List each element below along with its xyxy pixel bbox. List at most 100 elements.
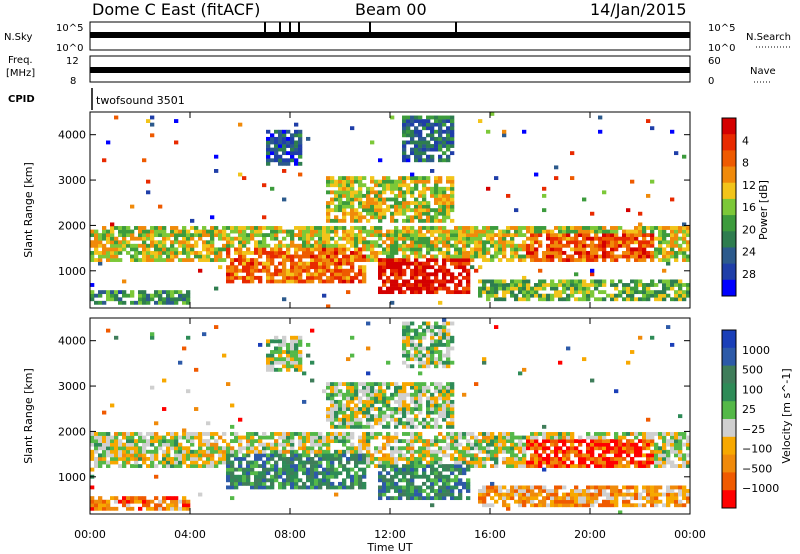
heat-cell xyxy=(426,442,431,447)
heat-cell xyxy=(286,350,291,354)
heat-cell xyxy=(114,335,119,340)
heat-cell xyxy=(274,449,279,454)
heat-cell xyxy=(338,421,343,426)
heat-cell xyxy=(274,279,279,284)
heat-cell xyxy=(330,385,335,390)
heat-cell xyxy=(110,449,115,454)
heat-cell xyxy=(146,247,151,252)
heat-cell xyxy=(674,229,679,234)
heat-cell xyxy=(314,229,319,234)
heat-cell xyxy=(166,250,171,255)
heat-cell xyxy=(538,297,543,302)
heat-cell xyxy=(314,254,319,259)
heat-cell xyxy=(550,435,555,440)
heat-cell xyxy=(546,293,551,298)
heat-cell xyxy=(510,439,515,444)
heat-cell xyxy=(346,186,351,191)
heat-cell xyxy=(518,229,523,234)
heat-cell xyxy=(130,506,135,511)
heat-cell xyxy=(530,236,535,241)
heat-cell xyxy=(666,240,671,245)
heat-cell xyxy=(154,503,159,508)
heat-cell xyxy=(354,464,359,468)
heat-cell xyxy=(566,279,571,284)
heat-cell xyxy=(122,442,127,447)
heat-cell xyxy=(594,233,599,238)
heat-cell xyxy=(462,275,467,280)
heat-cell xyxy=(554,165,559,170)
heat-cell xyxy=(602,442,607,447)
heat-cell xyxy=(570,293,575,298)
heat-cell xyxy=(414,286,419,291)
heat-cell xyxy=(466,250,471,255)
heat-cell xyxy=(438,197,443,202)
heat-cell xyxy=(558,229,563,234)
heat-cell xyxy=(290,453,295,458)
heat-cell xyxy=(226,442,231,447)
heat-cell xyxy=(502,250,507,255)
heat-cell xyxy=(450,467,455,472)
heat-cell xyxy=(110,460,115,465)
heat-cell xyxy=(186,258,191,262)
heat-cell xyxy=(390,190,395,195)
heat-cell xyxy=(626,254,631,259)
heat-cell xyxy=(378,449,383,454)
heat-cell xyxy=(618,254,623,259)
heat-cell xyxy=(382,283,387,287)
heat-cell xyxy=(158,258,163,262)
heat-cell xyxy=(658,499,663,504)
heat-cell xyxy=(382,474,387,479)
heat-cell xyxy=(654,432,659,436)
heat-cell xyxy=(646,119,651,123)
heat-cell xyxy=(242,236,247,241)
heat-cell xyxy=(210,240,215,245)
heat-cell xyxy=(542,208,547,213)
heat-cell xyxy=(366,254,371,259)
heat-cell xyxy=(162,229,167,234)
heat-cell xyxy=(362,226,367,230)
heat-cell xyxy=(402,154,407,159)
heat-cell xyxy=(590,496,595,501)
heat-cell xyxy=(318,261,323,266)
heat-cell xyxy=(554,439,559,444)
heat-cell xyxy=(406,226,411,230)
heat-cell xyxy=(314,467,319,472)
heat-cell xyxy=(406,122,411,127)
heat-cell xyxy=(614,432,619,436)
heat-cell xyxy=(278,240,283,245)
heat-cell xyxy=(166,293,171,298)
heat-cell xyxy=(326,392,331,397)
heat-cell xyxy=(398,201,403,205)
heat-cell xyxy=(294,250,299,255)
heat-cell xyxy=(162,243,167,248)
heat-cell xyxy=(114,446,119,451)
heat-cell xyxy=(470,432,475,436)
heat-cell xyxy=(370,392,375,397)
heat-cell xyxy=(578,449,583,454)
heat-cell xyxy=(562,286,567,291)
heat-cell xyxy=(594,432,599,436)
heat-cell xyxy=(378,489,383,493)
heat-cell xyxy=(542,439,547,444)
heat-cell xyxy=(506,233,511,238)
heat-cell xyxy=(450,435,455,440)
heat-cell xyxy=(554,485,559,490)
heat-cell xyxy=(394,421,399,426)
heat-cell xyxy=(586,456,591,461)
heat-cell xyxy=(326,446,331,451)
heat-cell xyxy=(182,449,187,454)
heat-cell xyxy=(250,471,255,476)
heat-cell xyxy=(402,233,407,238)
heat-cell xyxy=(134,460,139,465)
heat-cell xyxy=(402,453,407,458)
heat-cell xyxy=(434,474,439,479)
heat-cell xyxy=(342,229,347,234)
heat-cell xyxy=(486,258,491,262)
heat-cell xyxy=(426,407,431,411)
heat-cell xyxy=(542,297,547,302)
heat-cell xyxy=(446,229,451,234)
heat-cell xyxy=(438,190,443,195)
heat-cell xyxy=(114,243,119,248)
heat-cell xyxy=(374,399,379,404)
heat-cell xyxy=(442,250,447,255)
